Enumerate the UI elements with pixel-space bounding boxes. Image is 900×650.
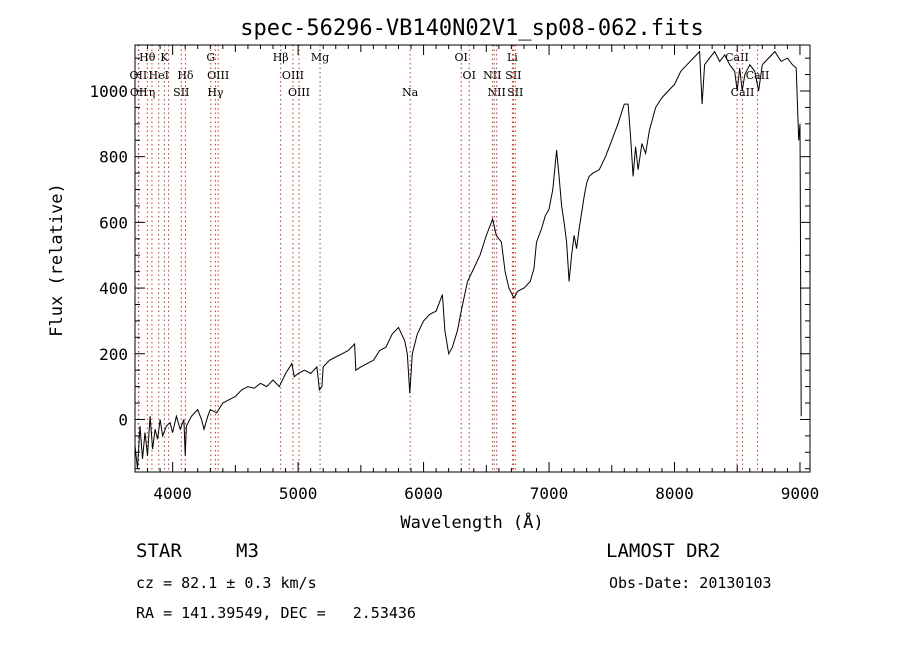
line-marker-label: OIII	[207, 69, 229, 82]
y-axis-label: Flux (relative)	[47, 183, 67, 337]
x-tick-label: 7000	[530, 484, 569, 503]
y-tick-label: 400	[99, 279, 128, 298]
y-tick-label: 0	[118, 410, 128, 429]
line-marker-label: Na	[402, 86, 419, 99]
x-tick-label: 5000	[279, 484, 318, 503]
x-tick-label: 9000	[781, 484, 820, 503]
x-tick-label: 4000	[153, 484, 192, 503]
line-marker-label: OII	[130, 86, 148, 99]
object-type: STAR	[136, 540, 182, 562]
line-marker-label: Mg	[311, 51, 329, 64]
line-marker-label: Hγ	[207, 86, 224, 99]
y-tick-label: 800	[99, 148, 128, 167]
line-marker-label: K	[160, 51, 169, 64]
line-marker-label: η	[149, 86, 156, 99]
observation-date: Obs-Date: 20130103	[609, 574, 772, 592]
line-marker-label: NII	[488, 86, 506, 99]
spectral-line-markers: Hθ OII OII η HeI K Hδ SII G Hγ OIII Hβ OIII OIII Mg Na O…	[130, 45, 770, 472]
y-tick-label: 200	[99, 345, 128, 364]
line-marker-label: SII	[173, 86, 189, 99]
line-marker-label: Li	[507, 51, 518, 64]
x-axis-label: Wavelength (Å)	[400, 511, 543, 533]
chart-title: spec-56296-VB140N02V1_sp08-062.fits	[240, 16, 704, 41]
spectrum-line	[134, 50, 802, 469]
survey-name: LAMOST DR2	[606, 540, 721, 562]
x-tick-label: 8000	[655, 484, 694, 503]
plot-series	[134, 50, 802, 469]
sky-coordinates: RA = 141.39549, DEC = 2.53436	[136, 604, 416, 622]
y-tick-label: 600	[99, 213, 128, 232]
plot-frame	[134, 44, 811, 473]
line-marker-label: OII	[130, 69, 148, 82]
line-marker-label: G	[206, 51, 215, 64]
object-subclass: M3	[236, 540, 259, 562]
x-axis: 4000 5000 6000 7000 8000 9000	[134, 45, 820, 503]
line-marker-label: OI	[463, 69, 476, 82]
line-marker-label: CaII	[746, 69, 770, 82]
y-axis: 0 200 400 600 800 1000	[89, 57, 810, 470]
y-tick-label: 1000	[89, 82, 128, 101]
x-tick-label: 6000	[404, 484, 443, 503]
line-marker-label: OIII	[288, 86, 310, 99]
redshift-velocity: cz = 82.1 ± 0.3 km/s	[136, 574, 317, 592]
line-marker-label: SII	[505, 69, 521, 82]
line-marker-label: OI	[455, 51, 468, 64]
line-marker-label: Hθ	[139, 51, 156, 64]
line-marker-label: HeI	[148, 69, 168, 82]
line-marker-label: NII	[483, 69, 501, 82]
line-marker-label: Hβ	[273, 51, 289, 64]
line-marker-label: Hδ	[177, 69, 194, 82]
line-marker-label: OIII	[282, 69, 304, 82]
line-marker-label: SII	[507, 86, 523, 99]
